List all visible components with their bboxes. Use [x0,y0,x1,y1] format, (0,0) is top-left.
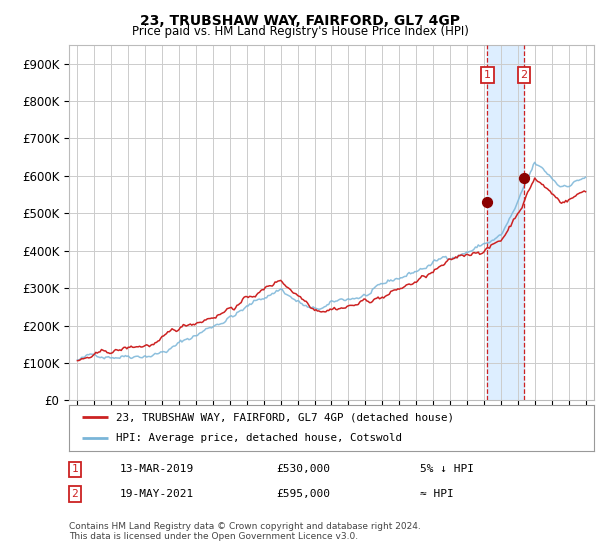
Point [519,173,529,182]
Text: 1: 1 [484,70,491,80]
Text: This data is licensed under the Open Government Licence v3.0.: This data is licensed under the Open Gov… [69,532,358,541]
Text: 1: 1 [71,464,79,474]
Point [482,198,492,207]
Text: Contains HM Land Registry data © Crown copyright and database right 2024.: Contains HM Land Registry data © Crown c… [69,522,421,531]
Text: 23, TRUBSHAW WAY, FAIRFORD, GL7 4GP (detached house): 23, TRUBSHAW WAY, FAIRFORD, GL7 4GP (det… [116,412,454,422]
Text: 2: 2 [71,489,79,499]
Text: Price paid vs. HM Land Registry's House Price Index (HPI): Price paid vs. HM Land Registry's House … [131,25,469,38]
Text: 2: 2 [520,70,527,80]
Text: 13-MAR-2019: 13-MAR-2019 [120,464,194,474]
Text: £530,000: £530,000 [276,464,330,474]
Text: £595,000: £595,000 [276,489,330,499]
Text: 23, TRUBSHAW WAY, FAIRFORD, GL7 4GP: 23, TRUBSHAW WAY, FAIRFORD, GL7 4GP [140,14,460,28]
Text: HPI: Average price, detached house, Cotswold: HPI: Average price, detached house, Cots… [116,433,402,444]
Text: 5% ↓ HPI: 5% ↓ HPI [420,464,474,474]
Text: 19-MAY-2021: 19-MAY-2021 [120,489,194,499]
Text: ≈ HPI: ≈ HPI [420,489,454,499]
Bar [487,45,524,400]
